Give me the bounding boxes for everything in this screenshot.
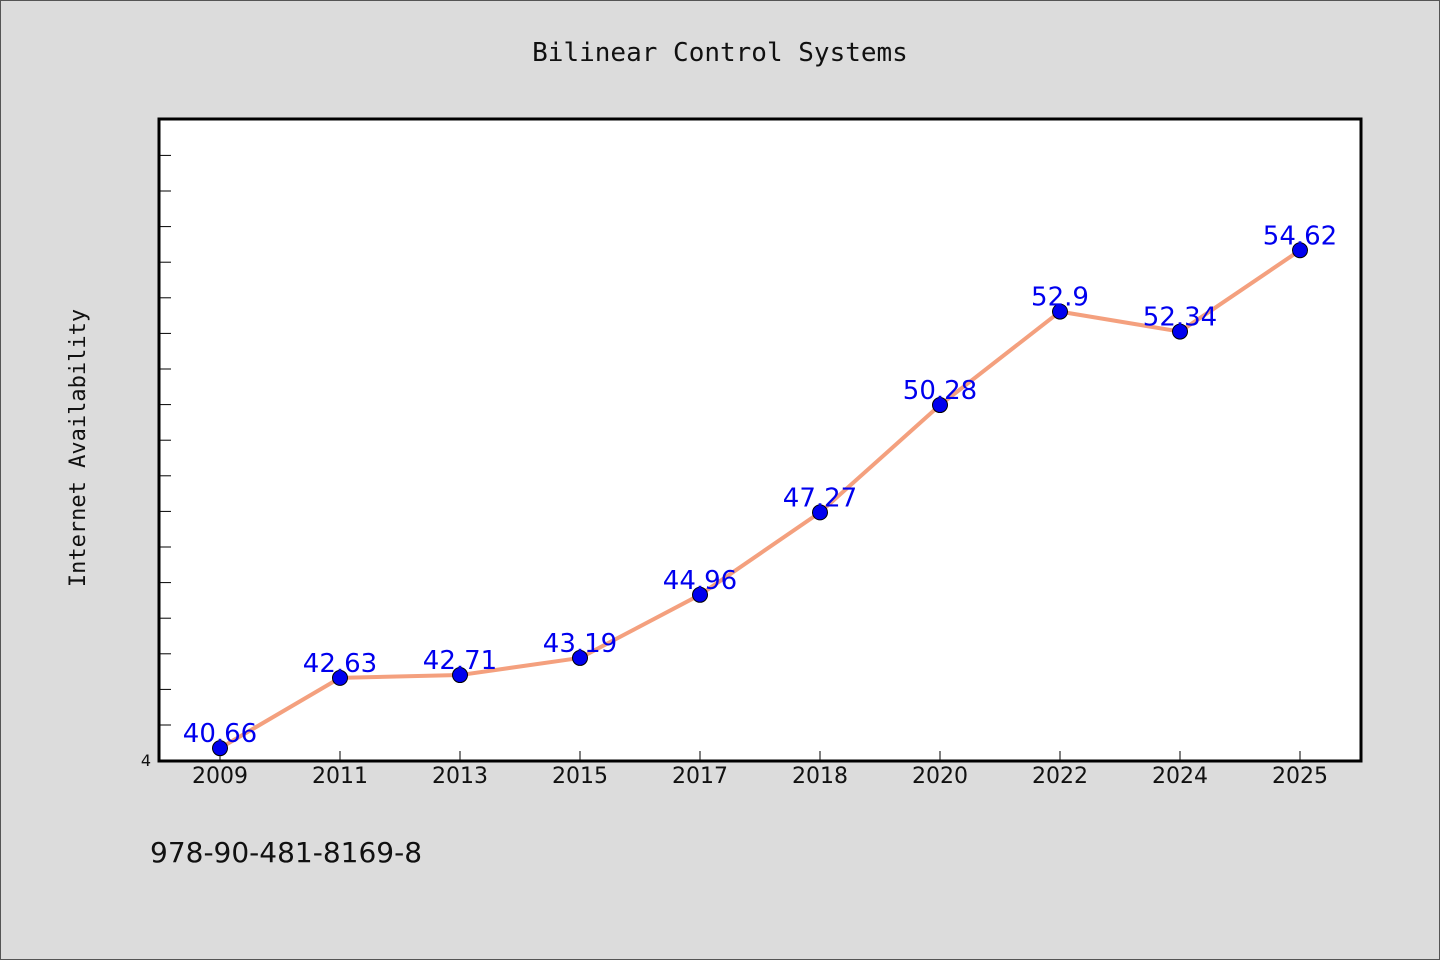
data-label: 52.9 [1031,283,1089,313]
data-point [1172,323,1188,340]
x-tick-label: 2018 [792,764,848,789]
data-point [1052,303,1068,320]
chart-title: Bilinear Control Systems [532,38,908,68]
y-tick-label: 4 [141,751,151,770]
data-point [1292,242,1308,259]
isbn-text: 978-90-481-8169-8 [150,836,422,869]
data-label: 50.28 [903,376,977,406]
x-tick-label: 2013 [432,764,488,789]
series-line-group [218,248,1302,750]
data-label: 47.27 [783,483,857,513]
x-tick-label: 2024 [1152,764,1208,789]
data-point [932,397,948,414]
data-label: 40.66 [183,719,257,749]
x-tick-label: 2022 [1032,764,1088,789]
x-tick-label: 2020 [912,764,968,789]
data-point [812,504,828,521]
data-point [212,740,228,757]
data-point [332,669,348,686]
data-label: 42.71 [423,646,497,676]
data-point [452,667,468,684]
data-label: 43.19 [543,629,617,659]
data-points [212,242,1308,757]
data-label: 52.34 [1143,303,1217,333]
data-label: 44.96 [663,566,737,596]
data-label: 42.63 [303,649,377,679]
x-tick-label: 2015 [552,764,608,789]
data-point [692,586,708,603]
x-tick-label: 2017 [672,764,728,789]
data-point [572,649,588,666]
x-tick-label: 2011 [312,764,368,789]
x-tick-label: 2025 [1272,764,1328,789]
x-tick-label: 2009 [192,764,248,789]
data-labels: 40.66 42.63 42.71 43.19 44.96 47.27 50.28 52.9 5… [183,221,1337,749]
data-label: 54.62 [1263,221,1337,251]
plot-area [157,117,1363,763]
y-axis-label: Internet Availability [66,309,91,587]
series-line [218,248,1302,750]
x-axis-ticks: 2009 2011 2013 2015 2017 2018 2020 2022 2024 2025 [192,751,1328,789]
y-axis-ticks [159,154,171,726]
